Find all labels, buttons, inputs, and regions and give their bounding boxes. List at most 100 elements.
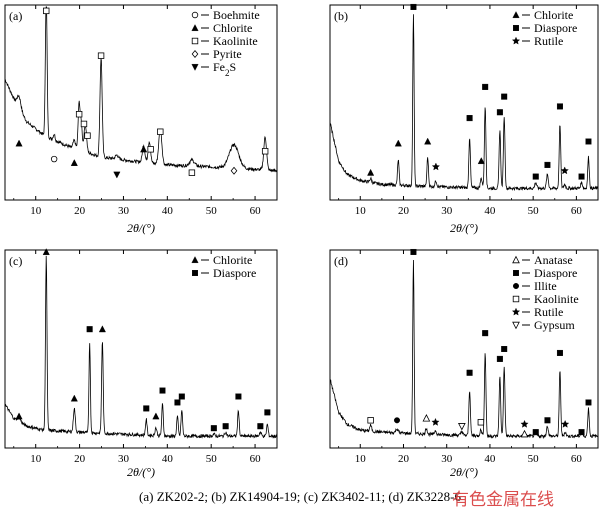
- x-tick-label: 40: [484, 453, 496, 465]
- peak-marker: [501, 346, 508, 353]
- x-axis-label: 2θ/(°): [450, 465, 478, 479]
- peak-marker: [520, 429, 529, 438]
- peak-marker: [520, 419, 529, 428]
- peak-marker: [42, 248, 50, 255]
- x-tick-label: 40: [162, 453, 174, 465]
- panel-label: (d): [334, 254, 348, 268]
- x-tick-label: 20: [74, 205, 86, 217]
- peak-marker: [264, 409, 271, 416]
- peak-marker: [157, 128, 164, 135]
- legend-marker: [512, 295, 520, 303]
- peak-marker: [410, 3, 417, 10]
- legend-marker: [191, 11, 199, 19]
- peak-marker: [561, 419, 570, 428]
- peak-marker: [578, 173, 585, 180]
- legend-label: Diaspore: [213, 266, 256, 280]
- x-tick-label: 60: [571, 205, 583, 217]
- legend-label: Rutile: [534, 34, 563, 48]
- peak-marker: [113, 171, 121, 179]
- legend-label: Fe2S: [213, 60, 236, 78]
- plot-frame: [4, 4, 278, 201]
- x-tick-label: 20: [398, 205, 410, 217]
- x-tick-label: 20: [398, 453, 410, 465]
- peak-marker: [496, 355, 503, 362]
- peak-marker: [431, 417, 440, 426]
- peak-marker: [556, 103, 563, 110]
- peak-marker: [210, 425, 217, 432]
- legend-label: Chlorite: [213, 21, 252, 35]
- peak-marker: [84, 132, 91, 139]
- peak-marker: [257, 423, 264, 430]
- x-tick-label: 30: [118, 205, 130, 217]
- panel-label: (c): [9, 254, 22, 268]
- legend-marker: [511, 307, 521, 316]
- peak-marker: [174, 399, 181, 406]
- peak-marker: [86, 326, 93, 333]
- peak-marker: [431, 162, 441, 171]
- peak-marker: [15, 412, 23, 420]
- peak-marker: [261, 148, 269, 155]
- legend-marker: [191, 256, 199, 263]
- peak-marker: [501, 93, 508, 100]
- peak-marker: [140, 145, 148, 153]
- legend-marker: [513, 270, 520, 277]
- peak-marker: [422, 414, 431, 422]
- watermark: 有色金属在线: [452, 490, 554, 510]
- peak-marker: [230, 166, 238, 175]
- peak-marker: [15, 139, 23, 147]
- x-tick-label: 10: [30, 453, 42, 465]
- peak-marker: [477, 419, 485, 426]
- xrd-pattern-line: [4, 6, 278, 173]
- legend-label: Pyrite: [213, 47, 242, 61]
- peak-marker: [222, 423, 229, 430]
- legend-marker: [191, 24, 199, 31]
- x-tick-label: 50: [206, 205, 218, 217]
- legend-marker: [191, 49, 199, 59]
- peak-marker: [496, 109, 503, 116]
- peak-marker: [147, 146, 154, 153]
- peak-marker: [532, 429, 539, 436]
- peak-marker: [466, 369, 473, 376]
- legend-label: Diaspore: [534, 266, 577, 280]
- legend-marker: [513, 25, 520, 32]
- xrd-pattern-line: [4, 255, 278, 439]
- peak-marker: [394, 139, 402, 147]
- x-tick-label: 50: [528, 453, 540, 465]
- plot-frame: [4, 249, 278, 449]
- legend-marker: [191, 37, 199, 45]
- x-tick-label: 50: [206, 453, 218, 465]
- peak-marker: [70, 159, 78, 166]
- peak-marker: [152, 412, 160, 420]
- legend-marker: [512, 11, 520, 18]
- x-tick-label: 20: [74, 453, 86, 465]
- x-tick-label: 60: [250, 205, 262, 217]
- panel-label: (b): [334, 9, 348, 23]
- peak-marker: [143, 405, 150, 412]
- peak-marker: [75, 111, 83, 118]
- chart-panel: 10 20 30 40 50 60 2θ/(°) (b) ChloriteDiasporeRut…: [329, 3, 599, 235]
- peak-marker: [70, 394, 78, 402]
- peak-marker: [532, 173, 539, 180]
- x-axis-label: 2θ/(°): [127, 221, 155, 235]
- x-tick-label: 40: [162, 205, 174, 217]
- panel-label: (a): [9, 9, 22, 23]
- legend-marker: [191, 63, 199, 71]
- chart-panel: 10 20 30 40 50 60 2θ/(°) (d) AnataseDiasporeIlli…: [329, 248, 599, 479]
- legend-label: Chlorite: [534, 8, 573, 22]
- peak-marker: [482, 83, 489, 90]
- peak-marker: [394, 417, 401, 424]
- xrd-pattern-line: [329, 14, 599, 192]
- peak-marker: [466, 115, 473, 122]
- peak-marker: [457, 423, 466, 431]
- legend-label: Kaolinite: [213, 34, 258, 48]
- peak-marker: [477, 157, 485, 165]
- peak-marker: [585, 138, 592, 145]
- legend-label: Gypsum: [534, 318, 575, 332]
- plot-frame: [329, 249, 599, 449]
- peak-marker: [178, 393, 185, 400]
- legend-label: Boehmite: [213, 8, 260, 22]
- xrd-pattern-line: [329, 260, 599, 440]
- legend-marker: [511, 36, 521, 45]
- x-axis-label: 2θ/(°): [127, 465, 155, 479]
